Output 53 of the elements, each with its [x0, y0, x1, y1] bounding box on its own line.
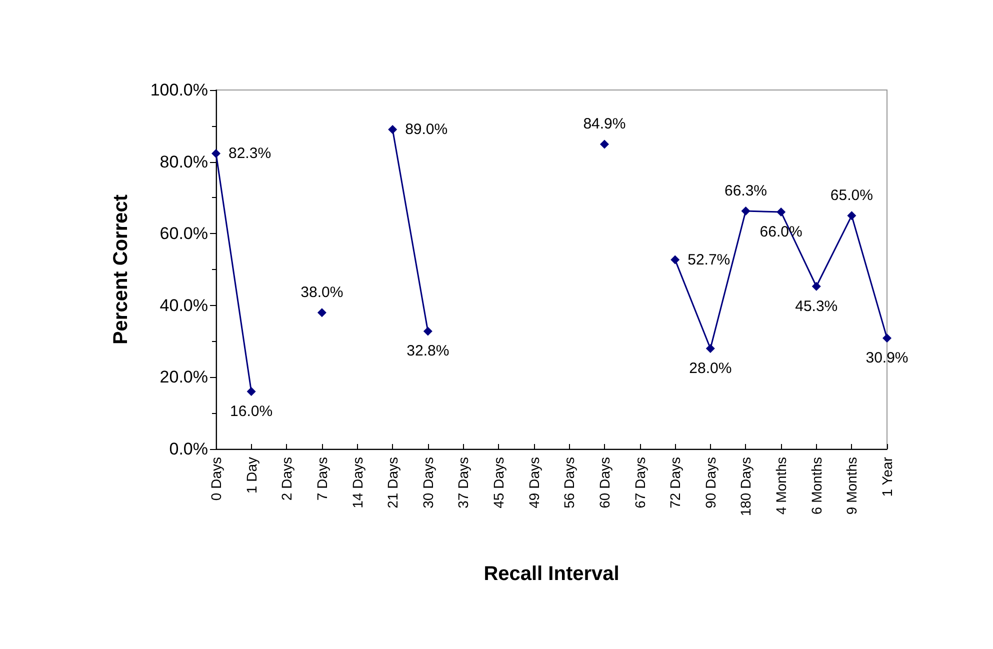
x-tick-label: 1 Year	[879, 456, 895, 497]
point	[423, 326, 432, 336]
x-tick-label: 14 Days	[349, 457, 366, 508]
point	[212, 149, 220, 158]
x-tick-label: 6 Months	[808, 457, 824, 515]
point	[741, 206, 750, 216]
x-tick-label: 30 Days	[420, 457, 436, 508]
point	[317, 308, 326, 318]
point	[600, 140, 609, 149]
text: 89.0%	[405, 120, 448, 138]
point	[882, 334, 892, 343]
point	[670, 255, 680, 264]
text: 30.9%	[866, 350, 908, 367]
x-tick-label: 21 Days	[384, 457, 401, 508]
text: 52.7%	[688, 251, 730, 268]
point	[388, 124, 398, 134]
x-tick-label: 56 Days	[561, 457, 578, 508]
x-tick-label: 72 Days	[667, 457, 684, 508]
text: 65.0%	[830, 187, 873, 204]
x-tick-label: 67 Days	[632, 457, 648, 508]
point	[246, 387, 256, 396]
y-tick-label: 0.0%	[169, 440, 208, 458]
text: 66.3%	[724, 182, 768, 200]
point	[847, 211, 856, 220]
y-tick-label: 20.0%	[160, 368, 208, 387]
point	[812, 282, 821, 291]
text: 28.0%	[689, 360, 732, 377]
x-tick-label: 180 Days	[738, 457, 754, 516]
text: 82.3%	[228, 145, 272, 162]
point	[776, 208, 786, 217]
y-axis-title: Percent Correct	[110, 194, 132, 345]
x-tick-label: 49 Days	[526, 457, 542, 508]
text: 32.8%	[406, 342, 450, 360]
text: 84.9%	[583, 116, 626, 133]
x-tick-label: 4 Months	[773, 457, 790, 515]
x-tick-label: 60 Days	[596, 457, 612, 508]
x-tick-label: 9 Months	[844, 457, 860, 515]
x-tick-label: 45 Days	[490, 457, 507, 508]
y-tick-label: 100.0%	[150, 80, 208, 100]
y-tick-label: 40.0%	[160, 296, 208, 315]
point	[706, 344, 715, 353]
x-tick-label: 0 Days	[208, 457, 224, 501]
x-tick-label: 1 Day	[243, 457, 260, 494]
x-tick-label: 2 Days	[278, 457, 295, 501]
text: 38.0%	[300, 284, 344, 302]
x-tick-label: 90 Days	[702, 457, 718, 508]
y-tick-label: 80.0%	[160, 152, 208, 172]
text: 45.3%	[795, 298, 838, 315]
x-axis-title: Recall Interval	[484, 563, 620, 585]
x-tick-label: 37 Days	[455, 457, 472, 508]
x-tick-label: 7 Days	[314, 457, 330, 501]
text: 16.0%	[230, 403, 273, 420]
y-tick-label: 60.0%	[160, 224, 208, 244]
